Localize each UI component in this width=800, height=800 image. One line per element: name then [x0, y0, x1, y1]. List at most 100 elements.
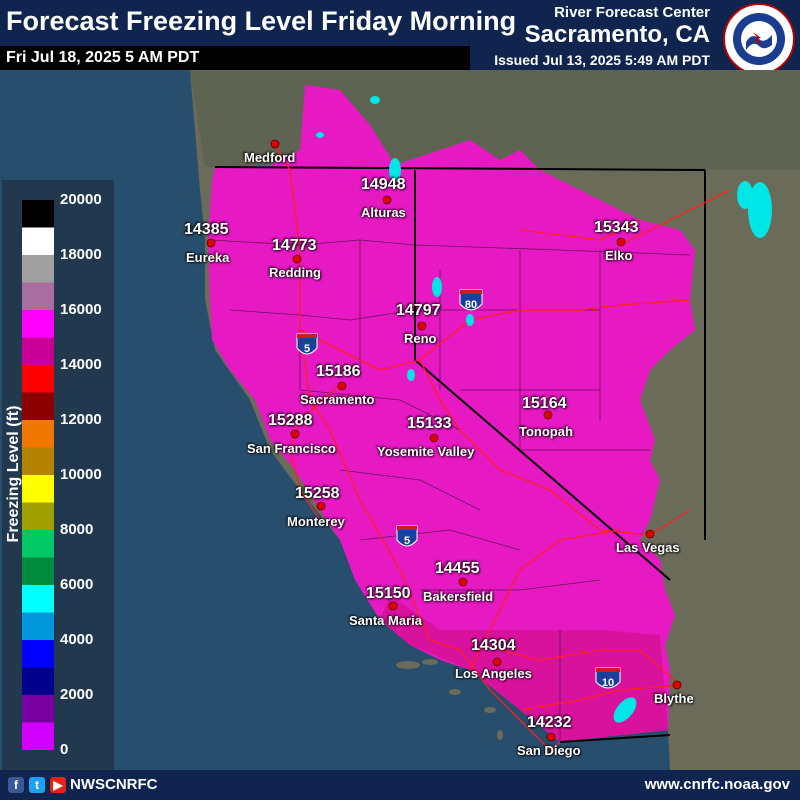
los-angeles-marker: [492, 657, 502, 667]
city-value-los-angeles: 14304: [471, 637, 516, 654]
sacramento-marker: [337, 381, 347, 391]
eureka-marker: [206, 238, 216, 248]
facebook-icon[interactable]: f: [8, 777, 24, 793]
social-handle[interactable]: NWSCNRFC: [70, 776, 158, 793]
blythe-marker: [672, 680, 682, 690]
legend: Freezing Level (ft) 20000 18000 16000 14000…: [2, 180, 114, 770]
legend-color-swatch: [22, 200, 54, 228]
reno-marker: [417, 321, 427, 331]
city-name-tonopah: Tonopah: [519, 424, 573, 439]
city-name-medford: Medford: [244, 150, 296, 165]
city-name-elko: Elko: [605, 248, 633, 263]
legend-color-swatch: [22, 475, 54, 503]
city-name-sacramento: Sacramento: [300, 392, 375, 407]
rfc-name: River Forecast Center: [554, 4, 710, 21]
city-value-elko: 15343: [594, 219, 639, 236]
legend-color-swatch: [22, 612, 54, 641]
city-value-yosemite-valley: 15133: [407, 415, 452, 432]
footer: f t ▶ NWSCNRFC www.cnrfc.noaa.gov: [0, 770, 800, 800]
legend-tick-label: 8000: [60, 521, 94, 538]
legend-tick-label: 6000: [60, 576, 94, 593]
map-title: Forecast Freezing Level Friday Morning: [6, 6, 517, 36]
elko-marker: [616, 237, 626, 247]
city-name-reno: Reno: [404, 331, 437, 346]
legend-color-swatch: [22, 392, 54, 421]
interstate-80-shield: 80: [459, 289, 483, 311]
city-value-sacramento: 15186: [316, 363, 361, 380]
legend-tick-label: 10000: [60, 466, 102, 483]
legend-tick-label: 2000: [60, 686, 94, 703]
twitter-icon[interactable]: t: [29, 777, 45, 793]
freezing-level-map: 5 80 5 10: [0, 70, 800, 770]
city-name-monterey: Monterey: [287, 514, 345, 529]
city-name-las-vegas: Las Vegas: [616, 540, 680, 555]
legend-tick-label: 12000: [60, 411, 102, 428]
legend-color-swatch: [22, 557, 54, 586]
city-value-redding: 14773: [272, 237, 317, 254]
interstate-5-north-shield: 5: [296, 333, 318, 355]
freezing-level-area: [208, 85, 695, 742]
city-value-bakersfield: 14455: [435, 560, 480, 577]
valid-time: Fri Jul 18, 2025 5 AM PDT: [6, 49, 200, 66]
city-name-los-angeles: Los Angeles: [455, 666, 532, 681]
yosemite-valley-marker: [429, 433, 439, 443]
legend-color-swatch: [22, 337, 54, 366]
svg-text:10: 10: [602, 677, 614, 689]
legend-tick-label: 4000: [60, 631, 94, 648]
legend-color-swatch: [22, 640, 54, 668]
interstate-5-south-shield: 5: [396, 525, 418, 547]
city-value-santa-maria: 15150: [366, 585, 411, 602]
issued-time: Issued Jul 13, 2025 5:49 AM PDT: [494, 52, 710, 68]
santa-maria-marker: [388, 601, 398, 611]
city-name-san-diego: San Diego: [517, 743, 581, 758]
legend-tick-label: 14000: [60, 356, 102, 373]
las-vegas-marker: [645, 529, 655, 539]
legend-color-swatch: [22, 227, 54, 256]
youtube-icon[interactable]: ▶: [50, 777, 66, 793]
city-name-eureka: Eureka: [186, 250, 230, 265]
ca-nv-border: [414, 170, 671, 581]
legend-color-swatch: [22, 282, 54, 311]
legend-color-swatch: [22, 722, 54, 750]
legend-color-swatch: [22, 667, 54, 696]
legend-color-swatch: [22, 255, 54, 283]
legend-color-swatch: [22, 447, 54, 476]
city-name-bakersfield: Bakersfield: [423, 589, 494, 604]
legend-color-swatch: [22, 585, 54, 613]
legend-tick-label: 18000: [60, 246, 102, 263]
legend-tick-label: 0: [60, 741, 69, 758]
valid-time-bar: [0, 46, 470, 70]
website-link[interactable]: www.cnrfc.noaa.gov: [644, 776, 790, 793]
city-value-reno: 14797: [396, 302, 441, 319]
svg-text:80: 80: [465, 299, 477, 311]
city-value-alturas: 14948: [361, 176, 406, 193]
nws-logo: [723, 3, 795, 75]
legend-color-swatch: [22, 502, 54, 531]
header: Forecast Freezing Level Friday Morning F…: [0, 0, 800, 75]
legend-color-swatch: [22, 310, 54, 338]
city-value-tonopah: 15164: [522, 395, 567, 412]
legend-color-swatch: [22, 530, 54, 558]
city-name-blythe: Blythe: [654, 691, 694, 706]
rfc-city: Sacramento, CA: [524, 21, 710, 48]
redding-marker: [292, 254, 302, 264]
city-name-san-francisco: San Francisco: [247, 441, 336, 456]
legend-tick-label: 20000: [60, 191, 102, 208]
city-name-alturas: Alturas: [361, 205, 406, 220]
legend-color-bar: [22, 200, 54, 750]
monterey-marker: [316, 501, 326, 511]
city-name-redding: Redding: [269, 265, 321, 280]
san-diego-marker: [546, 732, 556, 742]
legend-color-swatch: [22, 365, 54, 393]
bakersfield-marker: [458, 577, 468, 587]
city-value-monterey: 15258: [295, 485, 340, 502]
roads: [274, 144, 731, 751]
city-value-eureka: 14385: [184, 221, 229, 238]
city-value-san-diego: 14232: [527, 714, 572, 731]
medford-marker: [270, 139, 280, 149]
interstate-10-shield: 10: [595, 667, 621, 689]
city-markers: [206, 139, 682, 742]
lakes: [316, 96, 772, 723]
legend-tick-label: 16000: [60, 301, 102, 318]
county-lines: [209, 239, 691, 742]
